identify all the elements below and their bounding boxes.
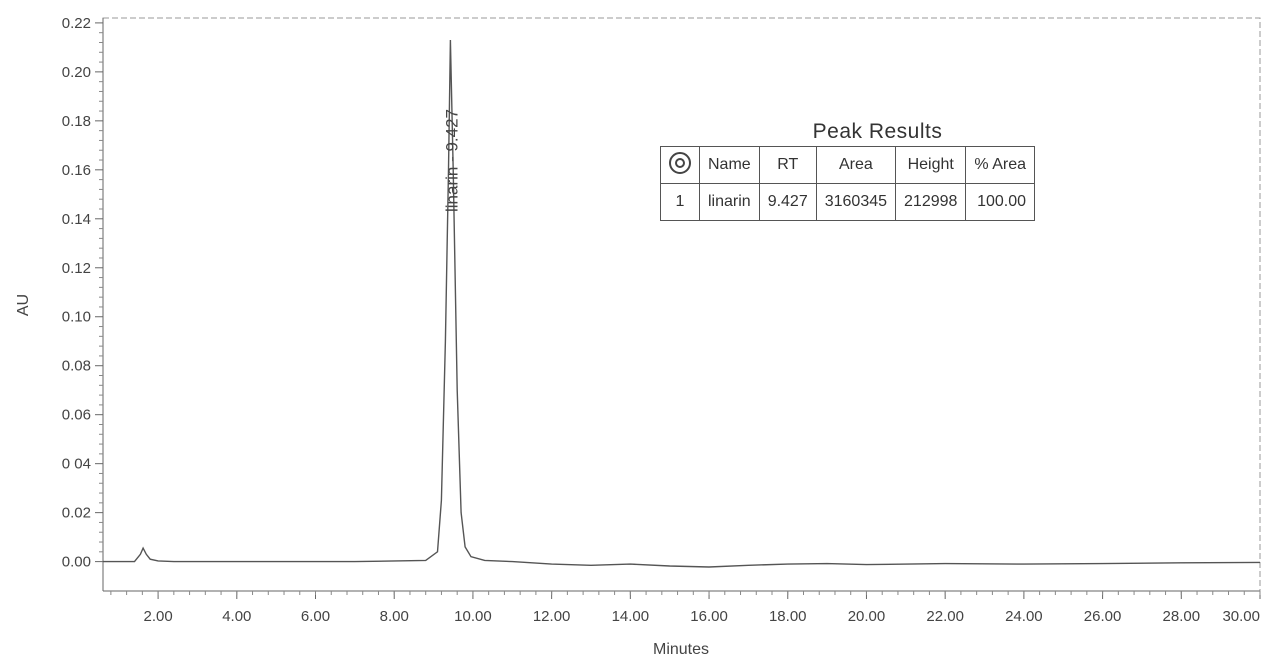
plot-frame bbox=[102, 17, 1261, 592]
x-tick-label: 10.00 bbox=[454, 608, 492, 625]
y-tick-label: 0.00 bbox=[62, 554, 91, 571]
y-axis-ticks: 0.00 0.02 0 04 0.06 0.08 0.10 0.12 0.14 0.16 0.18… bbox=[62, 15, 103, 571]
x-tick-label: 12.00 bbox=[533, 608, 571, 625]
table-header-rt: RT bbox=[758, 146, 817, 184]
x-tick-label: 20.00 bbox=[848, 608, 886, 625]
table-header-icon-cell bbox=[660, 146, 700, 184]
x-tick-label: 2.00 bbox=[143, 608, 172, 625]
y-tick-label: 0.14 bbox=[62, 211, 91, 228]
cell-name: linarin bbox=[699, 183, 760, 221]
x-tick-label: 22.00 bbox=[926, 608, 964, 625]
x-tick-label: 24.00 bbox=[1005, 608, 1043, 625]
chromatogram-trace bbox=[103, 39, 1261, 568]
cell-height: 212998 bbox=[895, 183, 967, 221]
x-tick-label: 18.00 bbox=[769, 608, 807, 625]
table-header-height: Height bbox=[895, 146, 967, 184]
cell-index: 1 bbox=[660, 183, 700, 221]
cell-pct-area: 100.00 bbox=[965, 183, 1036, 221]
table-row: 1 linarin 9.427 3160345 212998 100.00 bbox=[660, 183, 1036, 221]
peak-results-title: Peak Results bbox=[812, 120, 943, 143]
peak-results-table: Name RT Area Height % Area 1 linarin 9.4… bbox=[660, 146, 1036, 221]
y-axis-title: AU bbox=[15, 294, 32, 316]
y-tick-label: 0.10 bbox=[62, 309, 91, 326]
peak-annotations: linarin - 9.427 bbox=[442, 109, 461, 212]
y-tick-label: 0.20 bbox=[62, 64, 91, 81]
x-tick-label: 4.00 bbox=[222, 608, 251, 625]
cell-rt: 9.427 bbox=[758, 183, 817, 221]
y-tick-label: 0.06 bbox=[62, 407, 91, 424]
x-tick-label: 26.00 bbox=[1084, 608, 1122, 625]
y-tick-label: 0 04 bbox=[62, 456, 91, 473]
x-tick-label: 14.00 bbox=[612, 608, 650, 625]
y-tick-label: 0.02 bbox=[62, 505, 91, 522]
peak-label: linarin - 9.427 bbox=[442, 109, 461, 212]
y-tick-label: 0.08 bbox=[62, 358, 91, 375]
x-tick-label: 28.00 bbox=[1163, 608, 1201, 625]
y-tick-label: 0.16 bbox=[62, 162, 91, 179]
y-tick-label: 0.22 bbox=[62, 15, 91, 32]
x-tick-label: 8.00 bbox=[380, 608, 409, 625]
results-icon bbox=[669, 151, 691, 174]
x-axis-title: Minutes bbox=[653, 641, 709, 658]
y-tick-label: 0.18 bbox=[62, 113, 91, 130]
peak-results-panel: Peak Results Name RT Area Height % Area … bbox=[660, 120, 1036, 221]
table-header-row: Name RT Area Height % Area bbox=[660, 146, 1036, 184]
table-header-area: Area bbox=[815, 146, 897, 184]
table-header-name: Name bbox=[699, 146, 760, 184]
x-axis-ticks: 2.00 4.00 6.00 8.00 10.00 12.00 14.00 16.00 18.0… bbox=[110, 591, 1261, 625]
x-tick-label: 6.00 bbox=[301, 608, 330, 625]
table-header-pct-area: % Area bbox=[965, 146, 1036, 184]
x-tick-label: 30.00 bbox=[1222, 608, 1260, 625]
cell-area: 3160345 bbox=[815, 183, 897, 221]
x-tick-label: 16.00 bbox=[690, 608, 728, 625]
y-tick-label: 0.12 bbox=[62, 260, 91, 277]
